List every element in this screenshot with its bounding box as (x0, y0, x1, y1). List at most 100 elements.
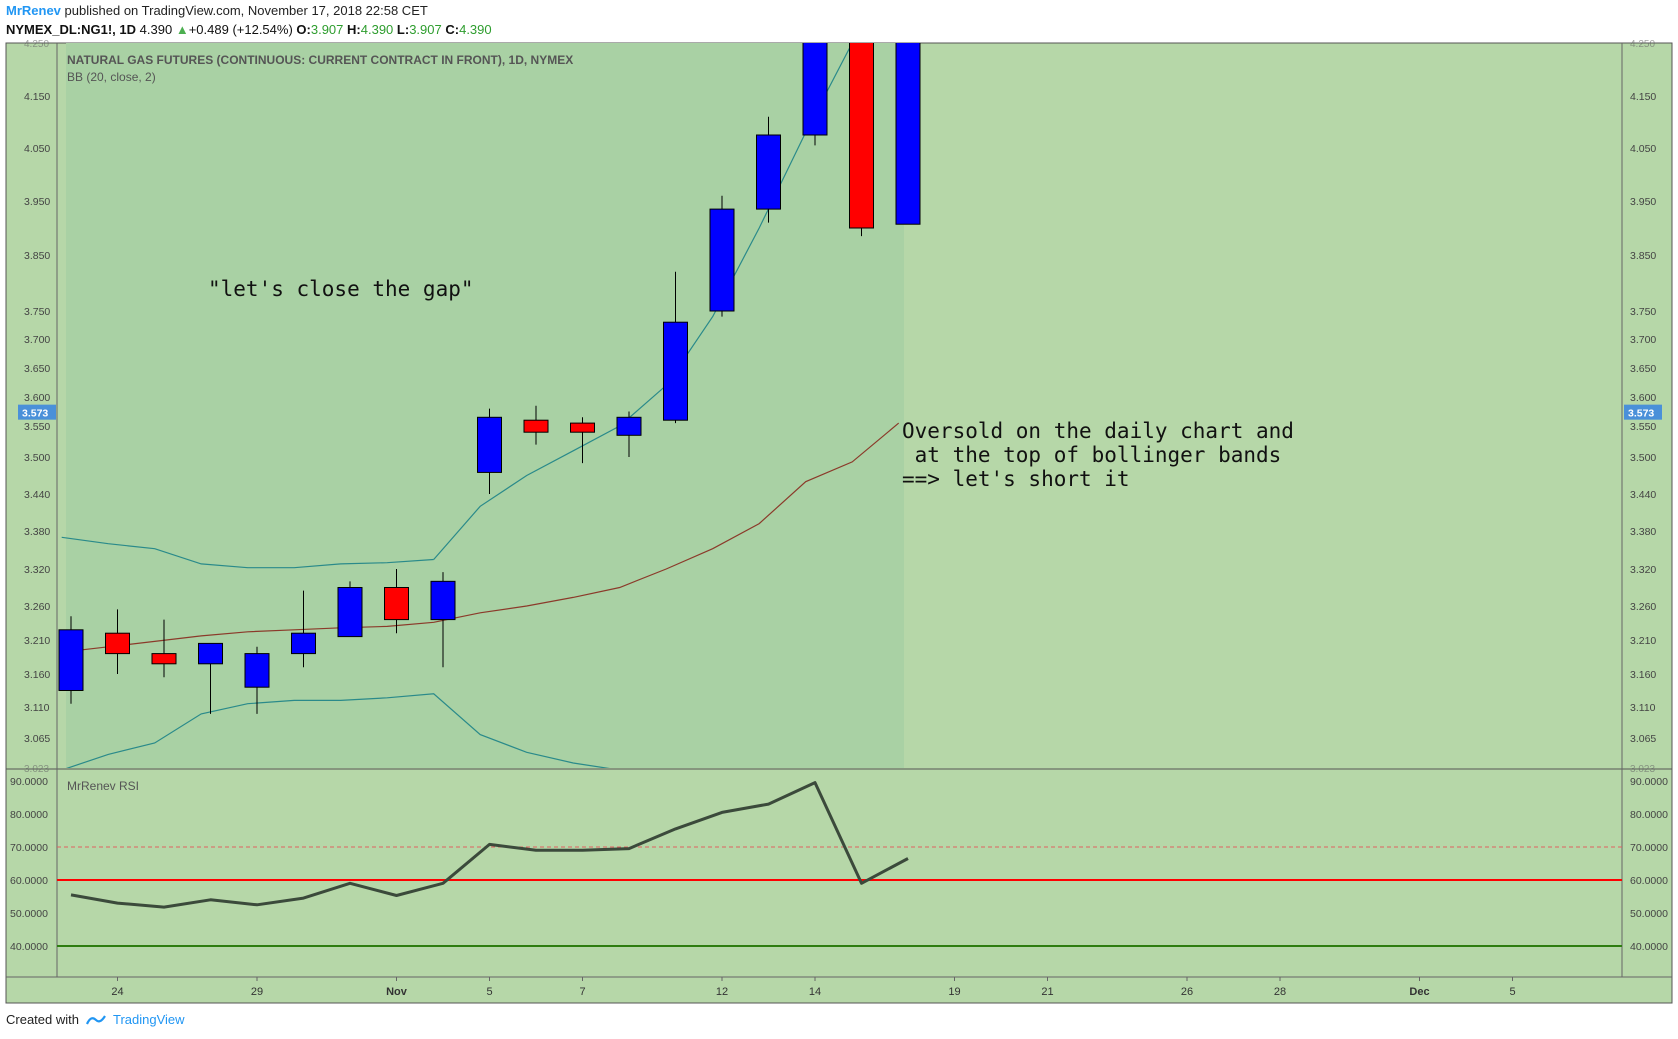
open-value: 3.907 (310, 22, 344, 37)
x-tick-label: 12 (716, 986, 728, 998)
open-label: O: (296, 22, 311, 37)
candle-body (105, 632, 130, 655)
rsi-y-tick-left: 60.0000 (10, 875, 48, 887)
y-tick-label-left: 3.023 (24, 764, 49, 775)
chart-area[interactable]: 4.250 4.250 4.150 4.150 4.050 4.050 3.950 3.950… (0, 0, 1678, 1005)
author-link[interactable]: MrRenev (6, 3, 61, 18)
x-tick-label: 26 (1181, 986, 1193, 998)
y-tick-label-left: 3.600 (24, 392, 50, 404)
published-text: published on TradingView.com, November 1… (64, 3, 428, 18)
y-tick-label-right: 3.380 (1630, 526, 1656, 538)
y-tick-label-right: 3.065 (1630, 733, 1656, 745)
x-tick-label: 21 (1041, 986, 1053, 998)
rsi-y-tick-left: 80.0000 (10, 809, 48, 821)
y-tick-label-right: 4.050 (1630, 143, 1656, 155)
y-tick-label-right: 3.320 (1630, 564, 1656, 576)
annotation-line-3: ==> let's short it (902, 467, 1130, 491)
candle-body (58, 629, 84, 691)
y-tick-label-right: 3.500 (1630, 452, 1656, 464)
high-label: H: (347, 22, 361, 37)
rsi-y-tick-right: 80.0000 (1630, 809, 1668, 821)
last-price-label-left: 3.573 (22, 408, 48, 420)
rsi-y-tick-left: 90.0000 (10, 776, 48, 788)
low-value: 3.907 (409, 22, 442, 37)
publish-info: MrRenev published on TradingView.com, No… (6, 3, 428, 18)
annotation-line-1: Oversold on the daily chart and (902, 419, 1294, 443)
last-price-badge-right (1624, 404, 1662, 420)
candle-body (430, 580, 456, 621)
footer: Created with TradingView (6, 1012, 185, 1027)
y-tick-label-left: 4.050 (24, 143, 50, 155)
candle-body (384, 587, 409, 621)
last-price-badge-left (18, 404, 56, 420)
close-label: C: (445, 22, 460, 37)
y-tick-label-right: 3.850 (1630, 250, 1656, 262)
bb-upper-band-early (61, 536, 434, 569)
y-tick-label-right: 4.150 (1630, 91, 1656, 103)
main-plot-group (58, 43, 921, 768)
y-tick-label-right: 3.260 (1630, 601, 1656, 613)
y-tick-label-left: 3.950 (24, 196, 50, 208)
bb-upper-band (433, 43, 853, 560)
rsi-y-tick-right: 40.0000 (1630, 941, 1668, 953)
symbol-info: NYMEX_DL:NG1!, 1D 4.390 ▲+0.489 (+12.54%… (6, 22, 492, 37)
y-tick-label-left: 3.750 (24, 306, 50, 318)
candle-body (570, 422, 595, 433)
candle-body (849, 43, 874, 229)
y-tick-label-left: 3.550 (24, 421, 50, 433)
candle-body (198, 642, 223, 665)
rsi-y-tick-left: 70.0000 (10, 842, 48, 854)
x-tick-label: 7 (579, 986, 585, 998)
candle-body (337, 587, 363, 638)
y-tick-label-right: 4.250 (1630, 39, 1655, 50)
candle-body (244, 653, 270, 688)
triangle-up-icon: ▲ (175, 22, 189, 37)
y-tick-label-left: 3.065 (24, 733, 50, 745)
candle-body (151, 653, 177, 665)
price-change: +0.489 (+12.54%) (188, 22, 293, 37)
candle-body (616, 416, 642, 436)
close-value: 4.390 (459, 22, 492, 37)
last-price-label-right: 3.573 (1628, 408, 1654, 420)
y-tick-label-left: 3.110 (24, 702, 50, 714)
y-tick-label-left: 3.850 (24, 250, 50, 262)
bb-lower-band (66, 693, 610, 768)
symbol-name: NYMEX_DL:NG1!, 1D (6, 22, 137, 37)
y-tick-label-left: 3.700 (24, 334, 50, 346)
tradingview-brand[interactable]: TradingView (112, 1012, 185, 1027)
created-with-text: Created with (6, 1012, 79, 1027)
y-tick-label-left: 3.440 (24, 489, 50, 501)
y-tick-label-left: 4.250 (24, 39, 49, 50)
x-tick-label: 14 (809, 986, 821, 998)
y-tick-label-right: 3.600 (1630, 392, 1656, 404)
main-chart-title: NATURAL GAS FUTURES (CONTINUOUS: CURRENT… (67, 53, 573, 67)
y-tick-label-right: 3.210 (1630, 635, 1656, 647)
tradingview-logo-icon (85, 1014, 106, 1024)
x-tick-label: 28 (1274, 986, 1286, 998)
candle-body (291, 632, 316, 655)
y-tick-label-right: 3.160 (1630, 669, 1656, 681)
y-tick-label-right: 3.550 (1630, 421, 1656, 433)
rsi-y-tick-left: 40.0000 (10, 941, 48, 953)
annotation-close-gap: "let's close the gap" (208, 277, 474, 301)
bb-indicator-label: BB (20, close, 2) (67, 70, 156, 84)
y-tick-label-right: 3.023 (1630, 764, 1655, 775)
y-tick-label-left: 4.150 (24, 91, 50, 103)
y-tick-label-left: 3.650 (24, 363, 50, 375)
y-tick-label-right: 3.750 (1630, 306, 1656, 318)
x-tick-label: 19 (948, 986, 960, 998)
y-tick-label-left: 3.500 (24, 452, 50, 464)
candle-body (523, 419, 549, 433)
last-price: 4.390 (139, 22, 173, 37)
rsi-y-tick-right: 70.0000 (1630, 842, 1668, 854)
x-tick-label: Dec (1409, 986, 1429, 998)
y-tick-label-left: 3.160 (24, 669, 50, 681)
y-tick-label-left: 3.210 (24, 635, 50, 647)
x-tick-label: 5 (486, 986, 492, 998)
rsi-y-tick-right: 90.0000 (1630, 776, 1668, 788)
x-tick-label: Nov (386, 986, 408, 998)
annotation-line-2: at the top of bollinger bands (902, 443, 1281, 467)
y-tick-label-left: 3.380 (24, 526, 50, 538)
y-tick-label-left: 3.260 (24, 601, 50, 613)
y-tick-label-right: 3.950 (1630, 196, 1656, 208)
